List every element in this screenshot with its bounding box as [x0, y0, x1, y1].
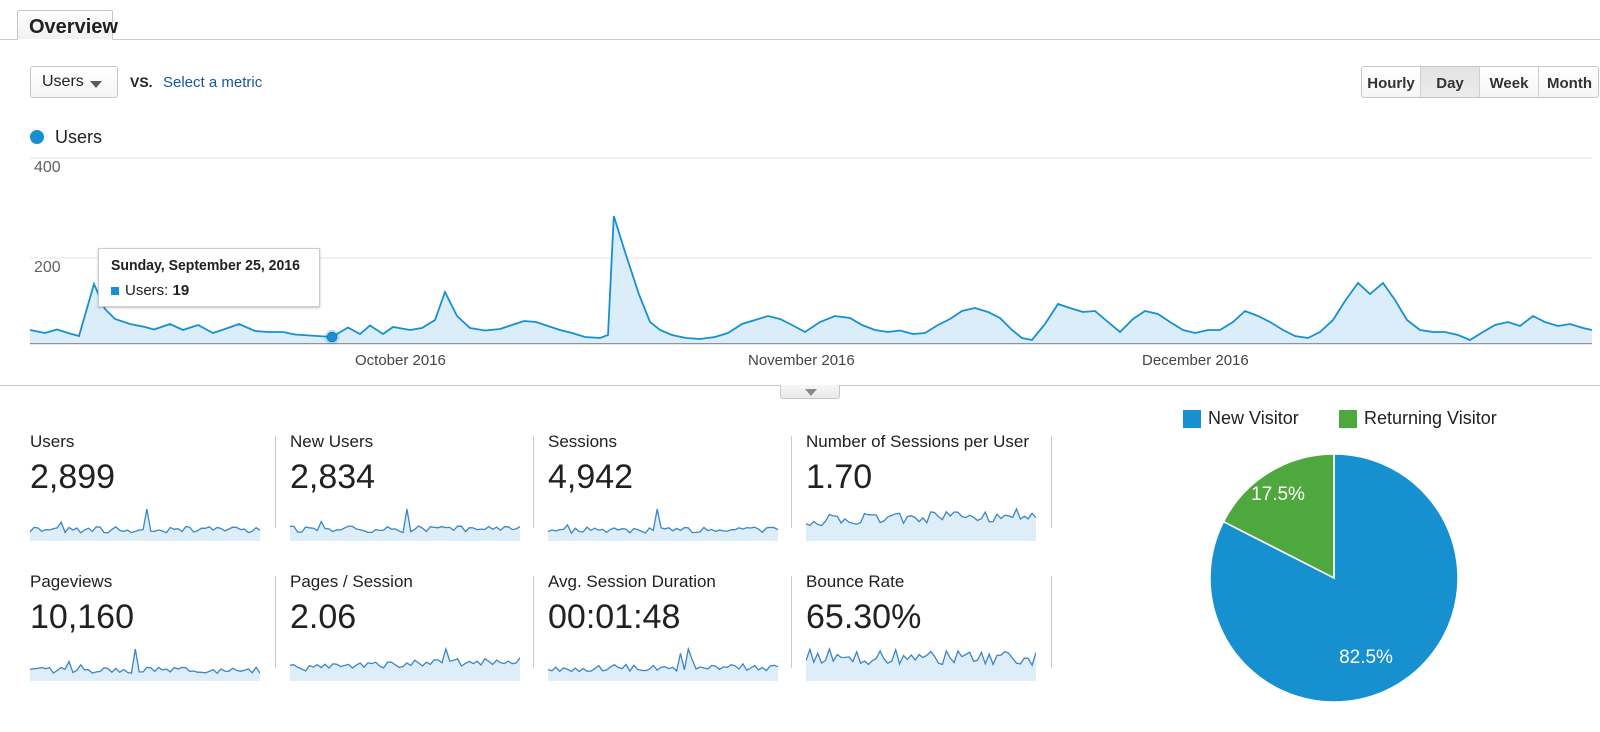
svg-text:82.5%: 82.5% — [1339, 647, 1393, 668]
svg-text:17.5%: 17.5% — [1251, 484, 1305, 505]
